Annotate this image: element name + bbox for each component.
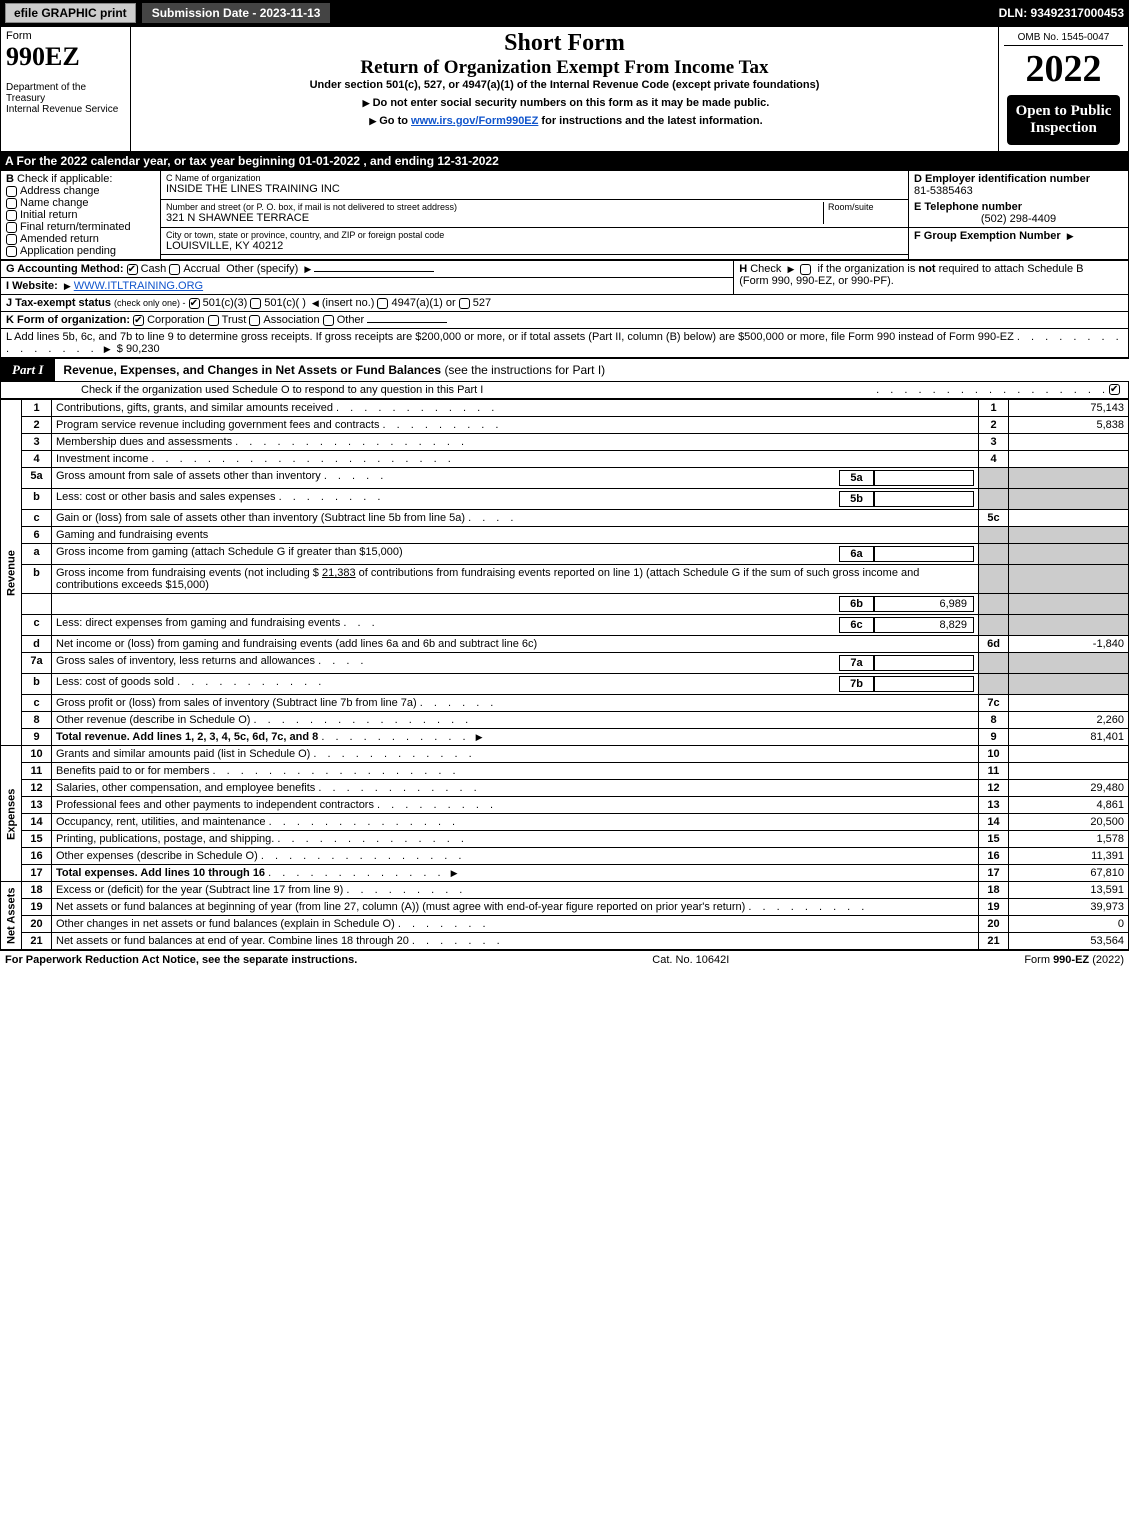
part-1-check-row: Check if the organization used Schedule … bbox=[0, 381, 1129, 399]
website-link[interactable]: WWW.ITLTRAINING.ORG bbox=[74, 280, 203, 292]
under-section: Under section 501(c), 527, or 4947(a)(1)… bbox=[136, 79, 993, 91]
net-assets-side-label: Net Assets bbox=[1, 882, 22, 950]
line-20-value: 0 bbox=[1009, 916, 1129, 933]
line-6a-value bbox=[874, 546, 974, 562]
checkbox-association[interactable] bbox=[249, 315, 260, 326]
paperwork-notice: For Paperwork Reduction Act Notice, see … bbox=[5, 954, 357, 966]
checkbox-amended-return[interactable] bbox=[6, 234, 17, 245]
checkbox-name-change[interactable] bbox=[6, 198, 17, 209]
line-19-value: 39,973 bbox=[1009, 899, 1129, 916]
form-header: Form 990EZ Department of the Treasury In… bbox=[0, 26, 1129, 152]
line-3-value bbox=[1009, 434, 1129, 451]
city-state-zip: LOUISVILLE, KY 40212 bbox=[166, 240, 903, 252]
org-name: INSIDE THE LINES TRAINING INC bbox=[166, 183, 903, 195]
city-cell: City or town, state or province, country… bbox=[161, 228, 909, 255]
section-h: H Check if the organization is not requi… bbox=[734, 261, 1129, 295]
irs-link[interactable]: www.irs.gov/Form990EZ bbox=[411, 115, 538, 127]
line-14-value: 20,500 bbox=[1009, 814, 1129, 831]
ssn-warning: Do not enter social security numbers on … bbox=[136, 97, 993, 109]
checkbox-accrual[interactable] bbox=[169, 264, 180, 275]
phone: (502) 298-4409 bbox=[914, 213, 1123, 225]
dept-treasury: Department of the Treasury bbox=[6, 82, 125, 104]
section-d-e: D Employer identification number 81-5385… bbox=[909, 171, 1129, 228]
form-footer: Form 990-EZ (2022) bbox=[1024, 954, 1124, 966]
checkbox-cash[interactable] bbox=[127, 264, 138, 275]
line-6d-value: -1,840 bbox=[1009, 636, 1129, 653]
line-5b-value bbox=[874, 491, 974, 507]
checkbox-4947[interactable] bbox=[377, 298, 388, 309]
catalog-number: Cat. No. 10642I bbox=[652, 954, 729, 966]
form-number: 990EZ bbox=[6, 42, 125, 72]
section-b: B Check if applicable: Address change Na… bbox=[1, 171, 161, 260]
line-6c-value: 8,829 bbox=[874, 617, 974, 633]
line-7b-value bbox=[874, 676, 974, 692]
line-15-value: 1,578 bbox=[1009, 831, 1129, 848]
submission-date: Submission Date - 2023-11-13 bbox=[142, 3, 331, 23]
revenue-side-label: Revenue bbox=[1, 400, 22, 746]
line-21-value: 53,564 bbox=[1009, 933, 1129, 950]
line-1-value: 75,143 bbox=[1009, 400, 1129, 417]
dept-irs: Internal Revenue Service bbox=[6, 104, 125, 115]
line-17-value: 67,810 bbox=[1009, 865, 1129, 882]
goto-instructions: Go to www.irs.gov/Form990EZ for instruct… bbox=[136, 115, 993, 127]
line-5c-value bbox=[1009, 510, 1129, 527]
checkbox-schedule-b[interactable] bbox=[800, 264, 811, 275]
section-l: L Add lines 5b, 6c, and 7b to line 9 to … bbox=[1, 329, 1129, 358]
checkbox-501c[interactable] bbox=[250, 298, 261, 309]
line-11-value bbox=[1009, 763, 1129, 780]
checkbox-application-pending[interactable] bbox=[6, 246, 17, 257]
section-j: J Tax-exempt status (check only one) - 5… bbox=[1, 295, 1129, 312]
line-7c-value bbox=[1009, 695, 1129, 712]
section-i: I Website: WWW.ITLTRAINING.ORG bbox=[1, 278, 734, 295]
checkbox-trust[interactable] bbox=[208, 315, 219, 326]
gross-receipts: $ 90,230 bbox=[117, 343, 160, 355]
line-18-value: 13,591 bbox=[1009, 882, 1129, 899]
form-id-cell: Form 990EZ Department of the Treasury In… bbox=[1, 27, 131, 152]
efile-print-button[interactable]: efile GRAPHIC print bbox=[5, 3, 136, 23]
line-12-value: 29,480 bbox=[1009, 780, 1129, 797]
org-name-cell: C Name of organization INSIDE THE LINES … bbox=[161, 171, 909, 200]
short-form-title: Short Form bbox=[136, 30, 993, 57]
line-7a-value bbox=[874, 655, 974, 671]
form-word: Form bbox=[6, 30, 125, 42]
section-g: G Accounting Method: Cash Accrual Other … bbox=[1, 261, 734, 278]
form-title: Return of Organization Exempt From Incom… bbox=[136, 57, 993, 79]
meta-block: G Accounting Method: Cash Accrual Other … bbox=[0, 260, 1129, 358]
line-13-value: 4,861 bbox=[1009, 797, 1129, 814]
address-cell: Number and street (or P. O. box, if mail… bbox=[161, 199, 909, 228]
top-bar: efile GRAPHIC print Submission Date - 20… bbox=[0, 0, 1129, 26]
tax-year: 2022 bbox=[1004, 46, 1123, 92]
part-1-table: Revenue 1Contributions, gifts, grants, a… bbox=[0, 399, 1129, 950]
dln-number: DLN: 93492317000453 bbox=[999, 6, 1124, 20]
page-footer: For Paperwork Reduction Act Notice, see … bbox=[0, 950, 1129, 969]
section-f: F Group Exemption Number bbox=[909, 228, 1129, 260]
line-8-value: 2,260 bbox=[1009, 712, 1129, 729]
expenses-side-label: Expenses bbox=[1, 746, 22, 882]
line-9-value: 81,401 bbox=[1009, 729, 1129, 746]
line-4-value bbox=[1009, 451, 1129, 468]
ein: 81-5385463 bbox=[914, 185, 1123, 197]
line-16-value: 11,391 bbox=[1009, 848, 1129, 865]
checkbox-initial-return[interactable] bbox=[6, 210, 17, 221]
part-1-header: Part I Revenue, Expenses, and Changes in… bbox=[0, 358, 1129, 381]
section-k: K Form of organization: Corporation Trus… bbox=[1, 312, 1129, 329]
calendar-year-row: A For the 2022 calendar year, or tax yea… bbox=[0, 152, 1129, 170]
title-cell: Short Form Return of Organization Exempt… bbox=[131, 27, 999, 152]
checkbox-final-return[interactable] bbox=[6, 222, 17, 233]
omb-number: OMB No. 1545-0047 bbox=[1004, 30, 1123, 46]
line-6b-value: 6,989 bbox=[874, 596, 974, 612]
street-address: 321 N SHAWNEE TERRACE bbox=[166, 212, 823, 224]
checkbox-other-org[interactable] bbox=[323, 315, 334, 326]
year-cell: OMB No. 1545-0047 2022 Open to Public In… bbox=[999, 27, 1129, 152]
checkbox-schedule-o[interactable] bbox=[1109, 384, 1120, 395]
checkbox-527[interactable] bbox=[459, 298, 470, 309]
org-info-block: B Check if applicable: Address change Na… bbox=[0, 170, 1129, 260]
checkbox-501c3[interactable] bbox=[189, 298, 200, 309]
checkbox-address-change[interactable] bbox=[6, 186, 17, 197]
checkbox-corporation[interactable] bbox=[133, 315, 144, 326]
line-5a-value bbox=[874, 470, 974, 486]
line-10-value bbox=[1009, 746, 1129, 763]
line-2-value: 5,838 bbox=[1009, 417, 1129, 434]
open-to-public: Open to Public Inspection bbox=[1007, 95, 1120, 145]
